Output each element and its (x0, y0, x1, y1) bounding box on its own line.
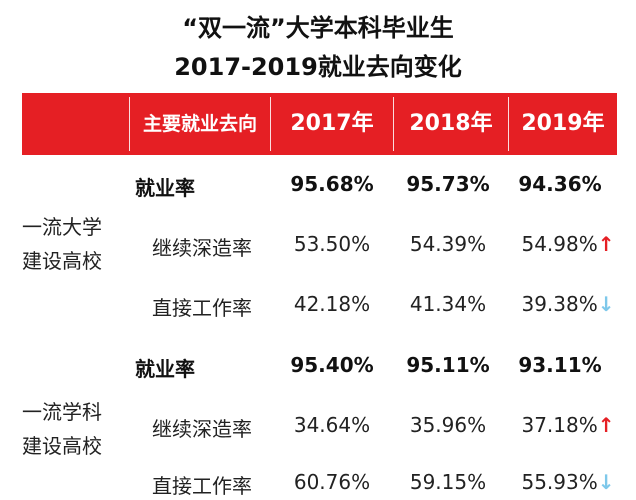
group-name-line-2: 建设高校 (22, 249, 102, 273)
title-line-1: “双一流”大学本科毕业生 (182, 14, 454, 42)
row-label: 就业率 (135, 357, 195, 381)
value-2017: 95.68% (290, 172, 374, 196)
arrow-up-icon: ↑ (597, 232, 615, 256)
row-label: 直接工作率 (152, 474, 252, 498)
table-header-bar (22, 93, 617, 155)
value-2017: 42.18% (293, 292, 371, 316)
row-label: 就业率 (135, 176, 195, 200)
header-year-2019: 2019年 (521, 111, 605, 136)
value-text: 39.38% (521, 292, 598, 316)
value-2017: 95.40% (290, 353, 374, 377)
value-2019: 55.93%↓ (508, 470, 628, 494)
row-label: 直接工作率 (152, 296, 252, 320)
value-text: 37.18% (521, 413, 598, 437)
header-year-2018: 2018年 (409, 111, 493, 136)
value-text: 54.98% (521, 232, 598, 256)
value-2019: 37.18%↑ (508, 413, 628, 437)
header-year-2017: 2017年 (290, 111, 374, 136)
group-label: 一流学科 建设高校 (22, 395, 130, 463)
value-2018: 95.73% (406, 172, 490, 196)
value-2017: 53.50% (293, 232, 371, 256)
value-2018: 41.34% (409, 292, 487, 316)
title-line-2: 2017-2019就业去向变化 (174, 53, 462, 81)
value-2019: 39.38%↓ (508, 292, 628, 316)
value-2018: 59.15% (409, 470, 487, 494)
arrow-down-icon: ↓ (597, 470, 615, 494)
value-2017: 60.76% (293, 470, 371, 494)
header-category: 主要就业去向 (142, 113, 257, 135)
value-text: 93.11% (518, 353, 602, 377)
header-divider (508, 97, 509, 151)
value-text: 94.36% (518, 172, 602, 196)
row-label: 继续深造率 (152, 236, 252, 260)
header-divider (129, 97, 130, 151)
value-2019: 93.11% (500, 353, 620, 377)
group-name-line-2: 建设高校 (22, 434, 102, 458)
value-2018: 35.96% (409, 413, 487, 437)
value-2018: 54.39% (409, 232, 487, 256)
group-label: 一流大学 建设高校 (22, 210, 130, 278)
header-divider (393, 97, 394, 151)
arrow-up-icon: ↑ (597, 413, 615, 437)
arrow-down-icon: ↓ (597, 292, 615, 316)
group-name-line-1: 一流学科 (22, 400, 102, 424)
value-2018: 95.11% (406, 353, 490, 377)
header-divider (270, 97, 271, 151)
group-name-line-1: 一流大学 (22, 215, 102, 239)
row-label: 继续深造率 (152, 417, 252, 441)
value-2019: 54.98%↑ (508, 232, 628, 256)
value-2019: 94.36% (500, 172, 620, 196)
value-2017: 34.64% (293, 413, 371, 437)
value-text: 55.93% (521, 470, 598, 494)
